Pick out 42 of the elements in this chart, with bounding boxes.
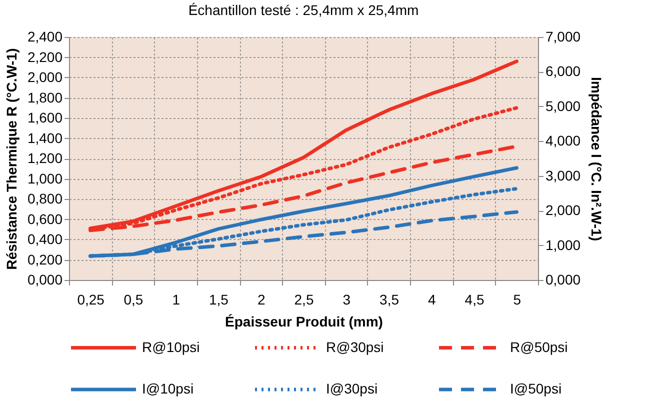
legend-label: I@50psi — [510, 380, 562, 396]
x-tick-label: 4 — [428, 292, 436, 308]
y-tick-label: 1,600 — [27, 110, 63, 126]
x-tick-label: 0,5 — [124, 292, 144, 308]
y2-axis-title: Impédance I (°C. In².W-1) — [588, 77, 605, 241]
y-tick-label: 1,400 — [27, 130, 63, 146]
x-tick-label: 2 — [257, 292, 266, 308]
y2-tick-label: 1,000 — [546, 236, 581, 253]
x-tick-label: 2,5 — [294, 292, 314, 308]
legend-label: R@30psi — [326, 338, 384, 355]
y2-tick-label: 4,000 — [546, 132, 581, 149]
x-tick-label: 0,25 — [77, 292, 105, 308]
y-tick-label: 0,200 — [27, 251, 63, 268]
x-tick-label: 1,5 — [208, 292, 229, 308]
y-tick-label: 0,800 — [27, 190, 63, 206]
chart-title: Échantillon testé : 25,4mm x 25,4mm — [188, 2, 419, 18]
x-tick-label: 3 — [342, 292, 351, 308]
y2-tick-label: 5,000 — [546, 98, 581, 114]
y-tick-label: 2,000 — [27, 69, 63, 85]
y2-tick-label: 3,000 — [546, 167, 581, 184]
y2-tick-label: 2,000 — [546, 202, 581, 218]
x-tick-label: 5 — [513, 292, 522, 308]
y-tick-label: 0,400 — [27, 231, 63, 247]
legend-label: I@10psi — [142, 380, 194, 396]
x-tick-label: 1 — [172, 292, 180, 308]
legend-label: I@30psi — [326, 380, 378, 396]
y-tick-label: 1,800 — [27, 89, 63, 106]
legend-label: R@50psi — [510, 338, 568, 355]
legend-label: R@10psi — [142, 338, 200, 355]
y-tick-label: 2,400 — [27, 28, 63, 44]
y-tick-label: 1,000 — [27, 170, 63, 186]
x-tick-label: 3,5 — [380, 292, 400, 308]
y-tick-label: 2,200 — [27, 48, 63, 65]
x-axis-title: Épaisseur Produit (mm) — [225, 314, 383, 330]
y2-tick-label: 0,000 — [546, 272, 581, 288]
y2-tick-label: 6,000 — [546, 63, 581, 80]
y-tick-label: 0,600 — [27, 210, 63, 227]
y2-tick-label: 7,000 — [546, 28, 581, 44]
y-tick-label: 1,200 — [27, 150, 63, 166]
y-axis-title: Résistance Thermique R (°C.W-1) — [3, 48, 20, 270]
x-tick-label: 4,5 — [464, 292, 484, 308]
y-tick-label: 0,000 — [27, 272, 63, 288]
